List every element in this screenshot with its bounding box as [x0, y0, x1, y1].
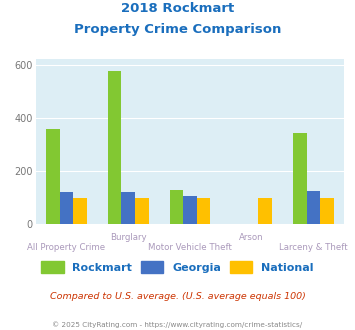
Text: Larceny & Theft: Larceny & Theft [279, 243, 348, 251]
Text: Compared to U.S. average. (U.S. average equals 100): Compared to U.S. average. (U.S. average … [50, 292, 305, 301]
Bar [108, 71, 121, 224]
Text: Burglary: Burglary [110, 233, 147, 242]
Text: 2018 Rockmart: 2018 Rockmart [121, 2, 234, 15]
Bar [170, 190, 183, 224]
Bar [46, 129, 60, 224]
Bar [197, 198, 210, 224]
Text: Motor Vehicle Theft: Motor Vehicle Theft [148, 243, 232, 251]
Bar [307, 191, 320, 224]
Bar [60, 192, 73, 224]
Bar [258, 198, 272, 224]
Bar [183, 196, 197, 224]
Bar [135, 198, 148, 224]
Bar [121, 192, 135, 224]
Text: All Property Crime: All Property Crime [27, 243, 105, 251]
Text: © 2025 CityRating.com - https://www.cityrating.com/crime-statistics/: © 2025 CityRating.com - https://www.city… [53, 322, 302, 328]
Bar [293, 133, 307, 224]
Bar [320, 198, 334, 224]
Text: Property Crime Comparison: Property Crime Comparison [74, 23, 281, 36]
Text: Arson: Arson [239, 233, 264, 242]
Bar [73, 198, 87, 224]
Legend: Rockmart, Georgia, National: Rockmart, Georgia, National [38, 258, 317, 276]
